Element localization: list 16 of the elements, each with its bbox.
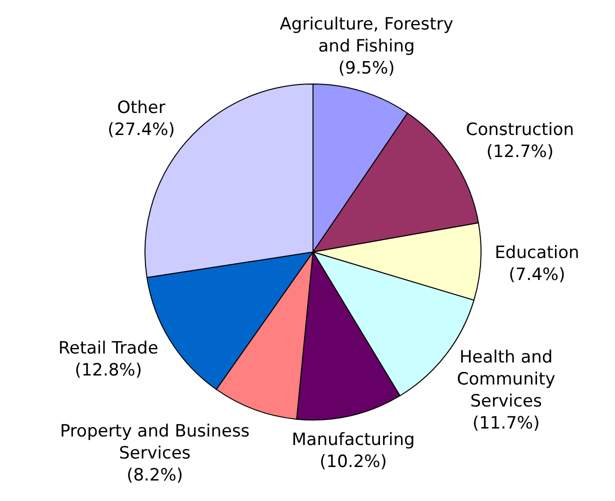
data-label: (27.4%) xyxy=(108,120,175,140)
slice-label: Health and Community Services xyxy=(456,347,556,412)
slice-label: Retail Trade xyxy=(58,338,158,359)
slice-label: Manufacturing xyxy=(292,430,415,450)
slice-label: Education xyxy=(494,242,580,263)
data-label: (12.8%) xyxy=(74,360,142,381)
data-label: (12.7%) xyxy=(486,142,554,162)
data-label: (9.5%) xyxy=(338,58,395,79)
data-label: (8.2%) xyxy=(126,466,184,486)
slice-label: Property and Business Services xyxy=(60,422,250,464)
data-label: (7.4%) xyxy=(508,264,566,285)
data-label: (11.7%) xyxy=(472,413,540,434)
slice-label: Construction xyxy=(466,120,574,140)
slice-label: Other xyxy=(117,98,166,118)
data-label: (10.2%) xyxy=(320,452,387,472)
slice-label: Agriculture, Forestry and Fishing xyxy=(280,14,454,57)
